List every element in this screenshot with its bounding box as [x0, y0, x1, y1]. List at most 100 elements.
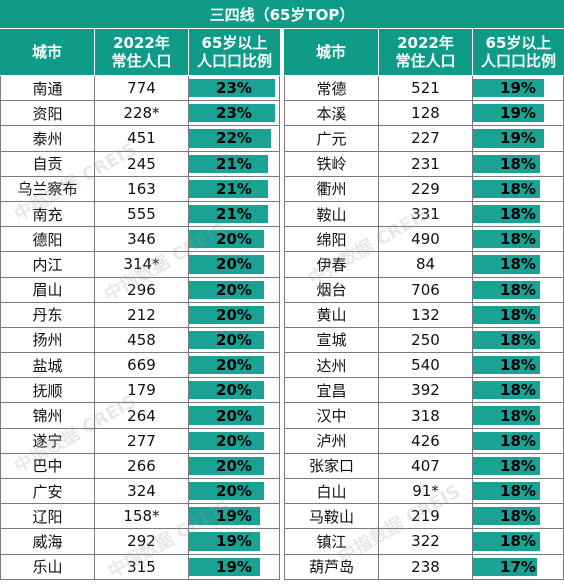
city-cell: 绵阳	[284, 227, 379, 253]
table-row: 宜昌 392 18%	[284, 378, 564, 404]
population-cell: 292	[95, 529, 189, 555]
ratio-value: 18%	[500, 507, 536, 526]
population-cell: 219	[379, 504, 473, 530]
population-cell: 407	[379, 453, 473, 479]
ratio-value: 18%	[500, 255, 536, 274]
population-cell: 774	[95, 76, 189, 102]
city-cell: 内江	[0, 252, 95, 278]
header-city: 城市	[0, 29, 95, 76]
header-population: 2022年 常住人口	[379, 29, 473, 76]
city-cell: 眉山	[0, 277, 95, 303]
population-cell: 229	[379, 176, 473, 202]
table-row: 扬州 458 20%	[0, 327, 280, 354]
ratio-value: 19%	[500, 104, 536, 123]
population-cell: 322	[379, 529, 473, 555]
ratio-cell: 18%	[473, 378, 564, 404]
city-cell: 盐城	[0, 353, 95, 379]
header-city: 城市	[284, 29, 379, 76]
ratio-cell: 18%	[473, 353, 564, 379]
ratio-cell: 18%	[473, 529, 564, 555]
ratio-cell: 19%	[189, 529, 280, 555]
city-cell: 辽阳	[0, 504, 95, 530]
ratio-value: 19%	[216, 557, 252, 576]
city-cell: 张家口	[284, 453, 379, 479]
table-row: 丹东 212 20%	[0, 302, 280, 328]
city-cell: 黄山	[284, 302, 379, 328]
table-row: 绵阳 490 18%	[284, 227, 564, 253]
population-cell: 490	[379, 227, 473, 253]
ratio-bar	[473, 482, 540, 501]
city-cell: 宣城	[284, 327, 379, 354]
population-cell: 296	[95, 277, 189, 303]
ratio-bar	[189, 482, 264, 501]
ratio-bar	[473, 356, 540, 375]
city-cell: 扬州	[0, 327, 95, 354]
ratio-bar	[189, 507, 260, 526]
left-header-row: 城市 2022年 常住人口 65岁以上 人口口比例	[0, 29, 280, 76]
table-row: 南通 774 23%	[0, 76, 280, 102]
ratio-bar	[473, 129, 544, 148]
table-row: 张家口 407 18%	[284, 453, 564, 479]
city-cell: 锦州	[0, 403, 95, 429]
table-row: 巴中 266 20%	[0, 453, 280, 479]
header-ratio-line2: 人口口比例	[196, 52, 272, 70]
ratio-bar	[189, 431, 264, 450]
population-cell: 521	[379, 76, 473, 102]
ratio-cell: 20%	[189, 327, 280, 354]
ratio-cell: 20%	[189, 403, 280, 429]
ratio-bar	[189, 305, 264, 324]
left-table-body: 南通 774 23% 资阳 228* 23% 泰州 451 22% 自贡 245 21% 乌兰察布 163…	[0, 76, 280, 580]
ratio-bar	[473, 104, 544, 123]
ratio-value: 18%	[500, 482, 536, 501]
ratio-value: 19%	[216, 507, 252, 526]
panel-divider	[280, 29, 284, 580]
city-cell: 常德	[284, 76, 379, 102]
population-cell: 250	[379, 327, 473, 354]
ratio-value: 18%	[500, 431, 536, 450]
table-row: 抚顺 179 20%	[0, 378, 280, 404]
ratio-cell: 18%	[473, 504, 564, 530]
table-row: 广安 324 20%	[0, 479, 280, 505]
ratio-value: 18%	[500, 330, 536, 349]
city-cell: 达州	[284, 353, 379, 379]
ratio-cell: 20%	[189, 453, 280, 479]
ratio-value: 19%	[216, 532, 252, 551]
header-ratio-line1: 65岁以上	[201, 34, 268, 52]
population-cell: 555	[95, 201, 189, 228]
ratio-cell: 17%	[473, 554, 564, 580]
ratio-bar	[189, 204, 268, 224]
header-pop-line2: 常住人口	[111, 52, 172, 70]
ratio-bar	[473, 431, 540, 450]
ratio-cell: 20%	[189, 428, 280, 454]
population-cell: 706	[379, 277, 473, 303]
city-cell: 广安	[0, 479, 95, 505]
ratio-bar	[473, 280, 540, 299]
ratio-bar	[189, 129, 271, 148]
ratio-cell: 18%	[473, 453, 564, 479]
population-cell: 212	[95, 302, 189, 328]
city-cell: 遂宁	[0, 428, 95, 454]
ratio-value: 18%	[500, 205, 536, 224]
population-cell: 84	[379, 252, 473, 278]
ratio-value: 18%	[500, 406, 536, 425]
population-cell: 163	[95, 176, 189, 202]
table-row: 威海 292 19%	[0, 529, 280, 555]
ratio-bar	[473, 204, 540, 224]
header-pop-line1: 2022年	[397, 34, 454, 52]
ratio-bar	[473, 154, 540, 173]
right-table-body: 常德 521 19% 本溪 128 19% 广元 227 19% 铁岭 231 18% 衢州 229 18%…	[284, 76, 564, 580]
table-row: 鞍山 331 18%	[284, 201, 564, 228]
ratio-cell: 18%	[473, 302, 564, 328]
table-row: 乌兰察布 163 21%	[0, 176, 280, 202]
city-cell: 资阳	[0, 101, 95, 127]
ratio-bar	[189, 532, 260, 551]
ratio-bar	[189, 330, 264, 350]
ratio-value: 20%	[216, 255, 252, 274]
city-cell: 巴中	[0, 453, 95, 479]
ratio-cell: 21%	[189, 151, 280, 177]
header-pop-line2: 常住人口	[395, 52, 456, 70]
ratio-cell: 20%	[189, 277, 280, 303]
population-cell: 324	[95, 479, 189, 505]
ratio-value: 22%	[216, 129, 252, 148]
ratio-cell: 19%	[473, 126, 564, 152]
